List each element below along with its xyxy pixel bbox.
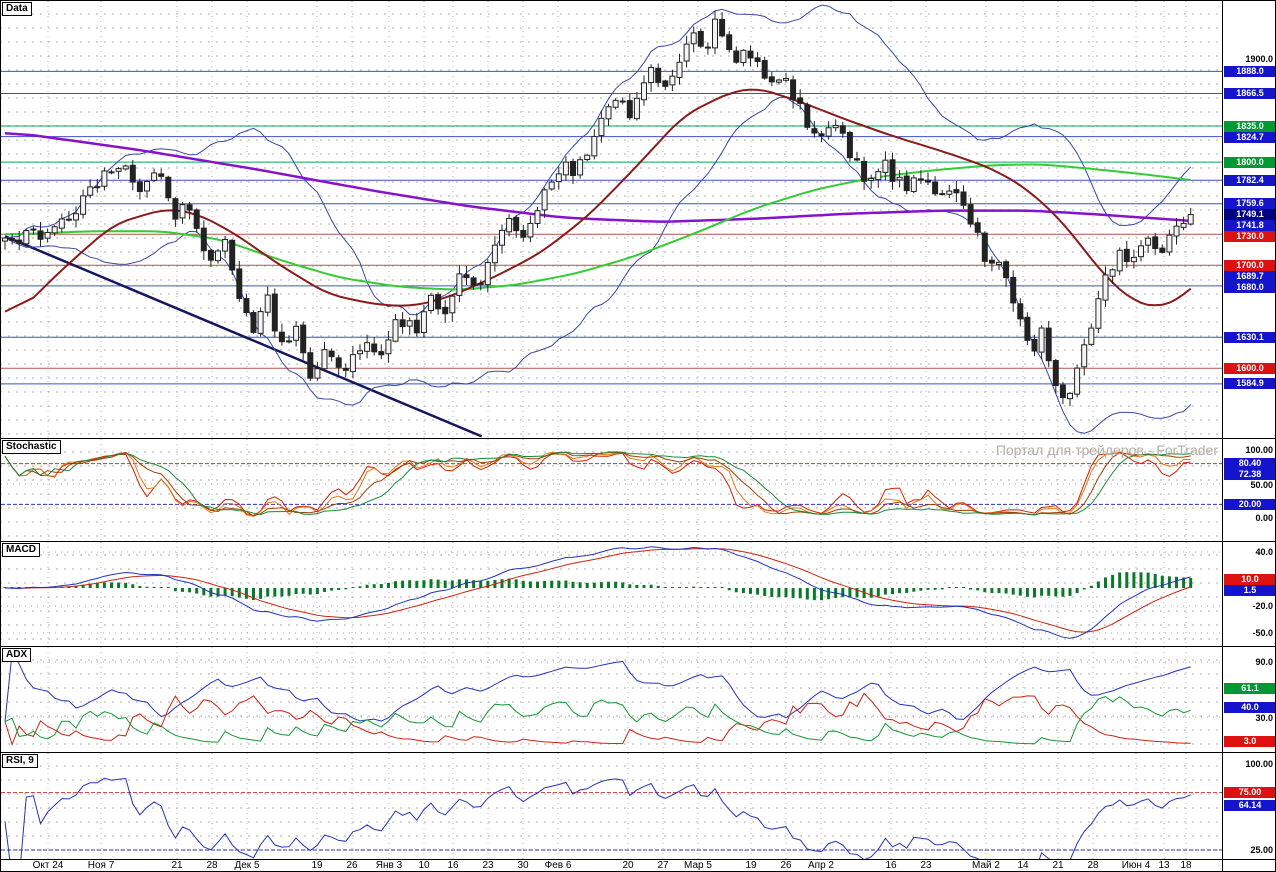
time-axis-label: 19 (745, 860, 757, 871)
price-axis-label: 1866.5 (1224, 88, 1275, 99)
main-plot (1, 1, 1222, 438)
price-axis-label: 1689.7 (1224, 270, 1275, 282)
price-axis-label: 1584.9 (1224, 378, 1275, 390)
time-axis-label: 16 (885, 860, 897, 871)
time-axis-label: Ноя 7 (87, 860, 115, 871)
price-axis-label: 72.38 (1224, 468, 1275, 480)
price-axis-label: 80.40 (1224, 457, 1275, 469)
time-axis-label: Янв 3 (375, 860, 403, 871)
price-axis-label: 10.0 (1224, 573, 1275, 585)
panel-label-rsi[interactable]: RSI, 9 (2, 754, 38, 768)
price-axis-label: 1800.0 (1224, 156, 1275, 168)
stochastic-panel[interactable]: Stochastic Портал для трейдеров - ForTra… (1, 439, 1222, 542)
time-axis-label: 16 (447, 860, 459, 871)
panel-label-adx[interactable]: ADX (2, 648, 32, 662)
price-axis-label: 90.0 (1255, 656, 1273, 667)
price-axis-label: 1835.0 (1224, 120, 1275, 132)
time-axis-label: Окт 24 (32, 860, 64, 871)
rsi-panel[interactable]: RSI, 9 (1, 753, 1222, 860)
time-axis-label: Фев 6 (544, 860, 572, 871)
price-axis-label: 1900.0 (1245, 53, 1273, 64)
watermark-text: Портал для трейдеров - ForTrader (995, 442, 1218, 458)
price-axis-label: 1680.0 (1224, 281, 1275, 293)
time-axis-label: 26 (780, 860, 792, 871)
price-axis-label: 1630.1 (1224, 331, 1275, 343)
price-axis[interactable]: 1900.0 1888.0 1866.5 1835.0 1824.7 1800.0 1782… (1222, 1, 1275, 871)
panel-label-data[interactable]: Data (2, 2, 32, 16)
time-axis-label: 28 (206, 860, 218, 871)
price-axis-label: 1782.4 (1224, 174, 1275, 186)
adx-panel[interactable]: ADX (1, 647, 1222, 753)
price-axis-label: -50.0 (1252, 627, 1273, 638)
panel-separator (1223, 752, 1275, 753)
price-axis-label: 61.1 (1224, 683, 1275, 694)
price-axis-label: 1741.8 (1224, 220, 1275, 232)
panel-separator (1223, 541, 1275, 542)
time-axis-label: Апр 2 (808, 860, 834, 871)
price-panel[interactable]: Data (1, 1, 1222, 439)
price-axis-label: 1700.0 (1224, 259, 1275, 271)
time-axis-label: 30 (517, 860, 529, 871)
price-axis-label: 20.00 (1224, 498, 1275, 510)
time-axis-label: Июн 4 (1121, 860, 1151, 871)
macd-plot (1, 542, 1222, 646)
price-axis-label: 30.0 (1255, 713, 1273, 724)
panel-separator (1223, 438, 1275, 439)
adx-plot (1, 647, 1222, 752)
price-axis-label: 1888.0 (1224, 65, 1275, 77)
time-axis-label: 21 (1052, 860, 1064, 871)
time-axis-label: 20 (622, 860, 634, 871)
price-axis-label: 40.0 (1255, 546, 1273, 557)
price-axis-label: 50.00 (1250, 479, 1273, 490)
time-axis-label: 13 (1158, 860, 1170, 871)
price-axis-label: 0.00 (1255, 512, 1273, 523)
time-axis-label: 10 (418, 860, 430, 871)
time-axis-label: 23 (920, 860, 932, 871)
price-axis-label: -20.0 (1252, 600, 1273, 611)
panel-label-stochastic[interactable]: Stochastic (2, 440, 61, 454)
time-axis-label: 18 (1180, 860, 1192, 871)
price-axis-label: 75.00 (1224, 787, 1275, 799)
time-axis-label: 27 (657, 860, 669, 871)
price-axis-label: 1730.0 (1224, 231, 1275, 243)
price-axis-label: 1600.0 (1224, 362, 1275, 374)
price-axis-label: 1749.1 (1224, 209, 1275, 221)
time-axis-label: 21 (171, 860, 183, 871)
panel-separator (1223, 859, 1275, 860)
price-axis-label: 1759.6 (1224, 198, 1275, 210)
time-axis-label: Май 2 (972, 860, 1000, 871)
time-axis-label: Мар 5 (684, 860, 712, 871)
price-axis-label: 25.00 (1250, 844, 1273, 855)
price-axis-label: 64.14 (1224, 799, 1275, 811)
time-axis-label: 19 (311, 860, 323, 871)
price-axis-label: 3.0 (1224, 736, 1275, 748)
panel-separator (1223, 646, 1275, 647)
time-axis[interactable]: Окт 24 Ноя 7 21 28 Дек 5 19 26 Янв 3 10 16 23 30 Фев… (1, 860, 1222, 871)
rsi-plot (1, 753, 1222, 859)
time-axis-label: Дек 5 (234, 860, 260, 871)
time-axis-label: 23 (482, 860, 494, 871)
time-axis-label: 28 (1087, 860, 1099, 871)
price-axis-label: 1824.7 (1224, 131, 1275, 143)
time-axis-label: 26 (346, 860, 358, 871)
price-axis-label: 40.0 (1224, 702, 1275, 714)
panel-label-macd[interactable]: MACD (2, 543, 40, 557)
stoch-plot (1, 439, 1222, 541)
price-axis-label: 100.00 (1245, 444, 1273, 455)
price-axis-label: 1.5 (1224, 584, 1275, 596)
macd-panel[interactable]: MACD (1, 542, 1222, 647)
price-axis-label: 100.00 (1245, 758, 1273, 769)
time-axis-label: 14 (1017, 860, 1029, 871)
